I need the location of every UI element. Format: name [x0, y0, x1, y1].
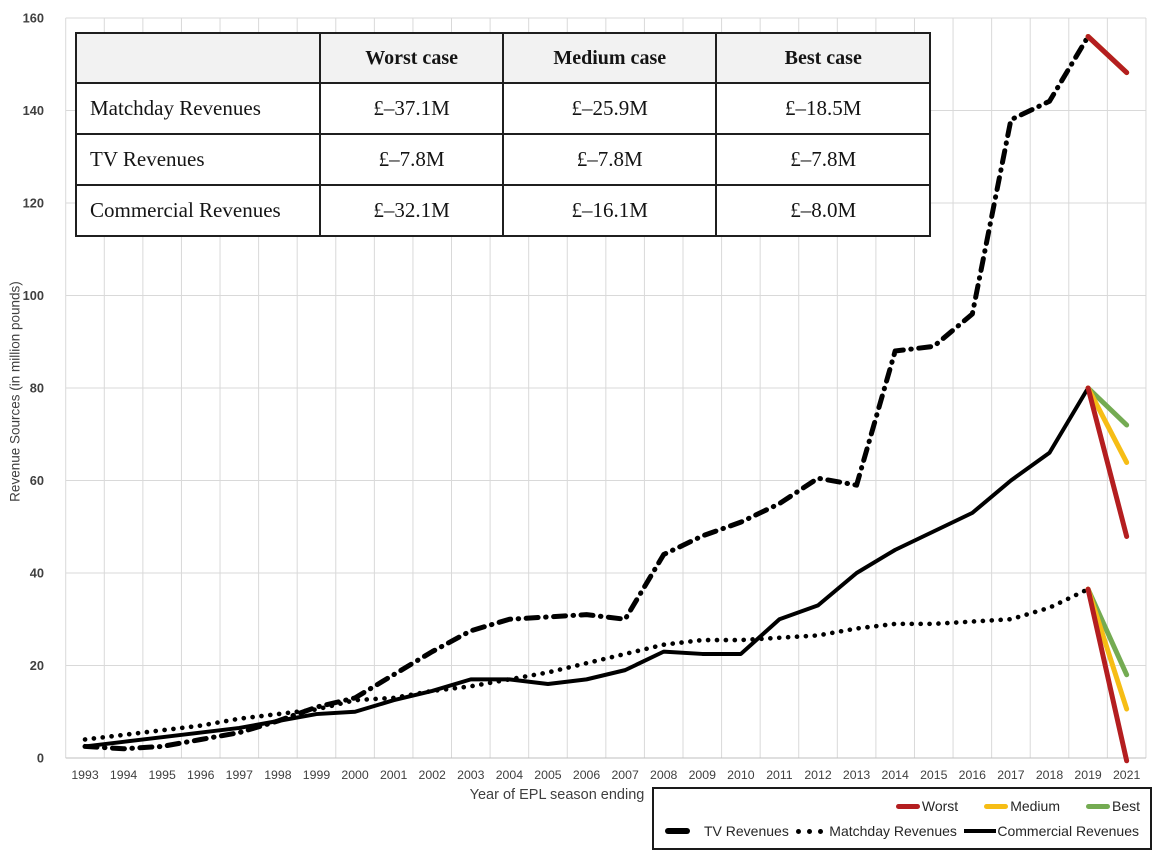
x-tick-label: 2011: [766, 768, 793, 782]
table-header-best-case: Best case: [715, 32, 931, 84]
y-tick-label: 100: [23, 288, 44, 303]
x-tick-label: 2000: [341, 768, 369, 782]
x-tick-label: 2010: [727, 768, 755, 782]
commercial-medium-value: £–16.1M: [501, 184, 718, 237]
x-tick-label: 1997: [226, 768, 254, 782]
legend-item-worst: Worst: [895, 798, 959, 814]
legend-item-best: Best: [1085, 798, 1140, 814]
x-tick-label: 2007: [611, 768, 639, 782]
x-tick-label: 2021: [1113, 768, 1141, 782]
projection-worst-tv-revenues: [1085, 34, 1130, 76]
table-header-row: Worst case Medium case Best case: [74, 32, 931, 84]
x-tick-label: 1995: [148, 768, 176, 782]
table-corner-cell: [74, 32, 322, 84]
projection-medium-commercial-revenues: [1085, 385, 1130, 465]
projection-best-commercial-revenues: [1085, 385, 1130, 428]
x-tick-label: 2008: [650, 768, 678, 782]
x-tick-label: 2001: [380, 768, 408, 782]
y-tick-label: 80: [30, 381, 44, 396]
legend-item-matchday-revenues: Matchday Revenues: [796, 823, 957, 839]
y-tick-label: 140: [23, 103, 44, 118]
y-tick-label: 40: [30, 566, 44, 581]
x-tick-label: 2012: [804, 768, 832, 782]
matchday-dots-swatch: [796, 828, 824, 834]
y-tick-label: 160: [23, 11, 44, 26]
x-tick-label: 2005: [534, 768, 562, 782]
commercial-best-value: £–8.0M: [715, 184, 931, 237]
x-tick-label: 2002: [419, 768, 447, 782]
tv-best-value: £–7.8M: [715, 133, 931, 186]
x-tick-label: 1998: [264, 768, 292, 782]
x-axis-title: Year of EPL season ending: [469, 787, 645, 803]
legend-label-worst: Worst: [921, 798, 959, 814]
legend-scenario-row: Worst Medium Best: [654, 798, 1150, 814]
commercial-worst-value: £–32.1M: [319, 184, 504, 237]
dot-icon: [796, 828, 802, 834]
legend-item-medium: Medium: [984, 798, 1060, 814]
y-tick-label: 120: [23, 196, 44, 211]
series-tv-revenues: [82, 34, 1091, 752]
dot-icon: [818, 828, 824, 834]
medium-line-swatch: [984, 803, 1009, 809]
series-matchday-revenues: [82, 586, 1091, 742]
table-row-matchday: Matchday Revenues £–37.1M £–25.9M £–18.5…: [74, 82, 931, 135]
projection-worst-commercial-revenues: [1085, 385, 1130, 539]
table-row-commercial: Commercial Revenues £–32.1M £–16.1M £–8.…: [74, 184, 931, 237]
chart-legend: Worst Medium Best TV Revenues: [652, 787, 1152, 850]
table-header-medium-case: Medium case: [501, 32, 718, 84]
legend-label-commercial-revenues: Commercial Revenues: [997, 823, 1139, 839]
x-tick-label: 2017: [997, 768, 1025, 782]
x-tick-label: 1996: [187, 768, 215, 782]
table-header-worst-case: Worst case: [319, 32, 504, 84]
x-tick-label: 1994: [110, 768, 138, 782]
legend-label-best: Best: [1111, 798, 1140, 814]
x-tick-label: 2018: [1036, 768, 1064, 782]
x-tick-label: 1993: [71, 768, 99, 782]
y-axis-title: Revenue Sources (in million pounds): [7, 281, 23, 502]
tv-medium-value: £–7.8M: [501, 133, 718, 186]
series-commercial-revenues: [84, 386, 1090, 749]
dot-icon: [807, 828, 813, 834]
x-tick-label: 2019: [1074, 768, 1102, 782]
y-tick-label: 0: [37, 751, 44, 766]
legend-label-matchday-revenues: Matchday Revenues: [829, 823, 957, 839]
x-tick-label: 2015: [920, 768, 948, 782]
y-tick-label: 20: [30, 658, 44, 673]
scenario-table: Worst case Medium case Best case Matchda…: [74, 32, 931, 237]
x-tick-label: 2009: [689, 768, 717, 782]
matchday-worst-value: £–37.1M: [319, 82, 504, 135]
row-label-matchday: Matchday Revenues: [74, 82, 322, 135]
x-tick-label: 2004: [496, 768, 524, 782]
y-tick-label: 60: [30, 473, 44, 488]
x-tick-label: 2013: [843, 768, 871, 782]
x-tick-label: 1999: [303, 768, 331, 782]
tv-dash-swatch: [665, 828, 690, 834]
projection-worst-matchday-revenues: [1085, 586, 1130, 764]
legend-series-row: TV Revenues Matchday Revenues Commercial…: [654, 823, 1150, 839]
legend-label-tv-revenues: TV Revenues: [704, 823, 789, 839]
tv-worst-value: £–7.8M: [319, 133, 504, 186]
matchday-medium-value: £–25.9M: [501, 82, 718, 135]
legend-item-commercial-revenues: Commercial Revenues: [964, 823, 1139, 839]
x-tick-label: 2003: [457, 768, 485, 782]
matchday-best-value: £–18.5M: [715, 82, 931, 135]
table-row-tv: TV Revenues £–7.8M £–7.8M £–7.8M: [74, 133, 931, 186]
best-line-swatch: [1085, 803, 1110, 809]
x-tick-label: 2006: [573, 768, 601, 782]
row-label-tv: TV Revenues: [74, 133, 322, 186]
x-tick-label: 2016: [959, 768, 987, 782]
legend-item-tv-revenues: TV Revenues: [665, 823, 789, 839]
row-label-commercial: Commercial Revenues: [74, 184, 322, 237]
commercial-line-swatch: [964, 829, 997, 833]
legend-label-medium: Medium: [1010, 798, 1060, 814]
x-tick-label: 2014: [882, 768, 910, 782]
worst-line-swatch: [895, 803, 920, 809]
